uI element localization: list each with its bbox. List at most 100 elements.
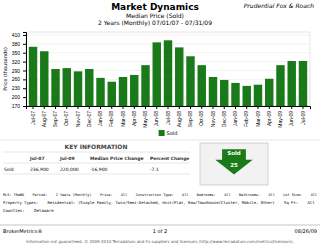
tick-mark bbox=[257, 106, 258, 109]
tick: Jan-08 bbox=[97, 106, 103, 126]
table-header: Median Price Change bbox=[90, 156, 143, 161]
tick-mark bbox=[23, 35, 26, 36]
tick: Jan-09 bbox=[232, 106, 238, 126]
tick-label: 170 bbox=[12, 103, 21, 109]
x-axis: Jul-07 Aug-07 Sep-07 Oct-07 Nov-07 Dec-07 Jan-… bbox=[27, 106, 311, 128]
tick-label: Dec-07 bbox=[86, 111, 92, 127]
tick-mark bbox=[23, 53, 26, 54]
tick: 410 bbox=[12, 32, 26, 38]
tick-mark bbox=[280, 106, 281, 109]
tick-mark bbox=[145, 106, 146, 109]
tick-label: Mar-08 bbox=[120, 111, 126, 127]
tick-mark bbox=[246, 106, 247, 109]
tick-label: Sep-07 bbox=[52, 111, 58, 127]
tick-label: 350 bbox=[12, 50, 21, 56]
footer-right: 08/26/09 bbox=[295, 228, 317, 234]
tick-label: Feb-08 bbox=[108, 111, 114, 127]
y-axis-title: Price (thousands) bbox=[2, 47, 8, 91]
arrow-count: 25 bbox=[230, 162, 238, 168]
header: Market DynamicsMedian Price (Sold)2 Year… bbox=[98, 2, 314, 27]
bar bbox=[186, 56, 194, 106]
tick: Apr-08 bbox=[131, 106, 137, 126]
tick-mark bbox=[224, 106, 225, 109]
bar bbox=[164, 40, 172, 106]
tick-mark bbox=[23, 97, 26, 98]
bar bbox=[276, 65, 284, 106]
tick: 170 bbox=[12, 103, 26, 109]
tick-label: Jan-08 bbox=[97, 111, 103, 127]
footer-center: 1 of 2 bbox=[153, 228, 167, 234]
tick: Jul-07 bbox=[30, 106, 36, 125]
bar bbox=[288, 61, 296, 106]
tick: May-08 bbox=[142, 106, 148, 128]
tick-mark bbox=[55, 106, 56, 109]
copyright: Information not guaranteed. © 2009-2010 … bbox=[26, 239, 294, 244]
tick-label: 260 bbox=[12, 76, 21, 82]
tick: 200 bbox=[12, 94, 26, 100]
tick: Jul-08 bbox=[165, 106, 171, 125]
tick-mark bbox=[66, 106, 67, 109]
legend-label: Sold bbox=[167, 130, 178, 136]
title: Market Dynamics bbox=[111, 2, 199, 12]
table-rule bbox=[3, 152, 190, 153]
table-header: Jul-07 bbox=[29, 156, 45, 161]
tick-label: Aug-07 bbox=[41, 111, 47, 127]
bar bbox=[198, 65, 206, 106]
arrow-frame bbox=[200, 143, 268, 185]
tick-label: May-09 bbox=[277, 111, 283, 128]
bar bbox=[119, 77, 127, 106]
tick: Apr-09 bbox=[266, 106, 272, 126]
tick: Nov-08 bbox=[210, 106, 216, 127]
tick-mark bbox=[23, 88, 26, 89]
tick-mark bbox=[168, 106, 169, 109]
tick: 350 bbox=[12, 50, 26, 56]
tick-mark bbox=[134, 106, 135, 109]
bar bbox=[209, 77, 217, 106]
tick-mark bbox=[201, 106, 202, 109]
footer-line: Property Types: Residential: (Single Fam… bbox=[3, 200, 315, 205]
footer-line: Counties: Delaware bbox=[3, 208, 54, 213]
bar bbox=[265, 79, 273, 106]
tick: Sep-08 bbox=[187, 106, 193, 127]
tick: Aug-07 bbox=[41, 106, 47, 127]
tick: Jun-08 bbox=[153, 106, 159, 126]
bar bbox=[96, 78, 104, 106]
tick-label: 320 bbox=[12, 59, 21, 65]
table-cell: 220,000 bbox=[60, 167, 79, 172]
tick: Nov-07 bbox=[75, 106, 81, 127]
tick-label: 380 bbox=[12, 41, 21, 47]
bar bbox=[130, 75, 138, 106]
tick-label: 200 bbox=[12, 94, 21, 100]
tick: 230 bbox=[12, 85, 26, 91]
tick-label: Mar-09 bbox=[255, 111, 261, 127]
tick-mark bbox=[33, 106, 34, 109]
tick-label: Dec-08 bbox=[221, 111, 227, 127]
axis-line bbox=[23, 33, 27, 107]
table-cell: -16,900 bbox=[90, 167, 108, 172]
legend-swatch bbox=[159, 130, 165, 136]
bar bbox=[85, 69, 93, 106]
tick: Sep-07 bbox=[52, 106, 58, 127]
bar bbox=[51, 69, 59, 106]
table-title: KEY INFORMATION bbox=[65, 143, 128, 150]
tick-mark bbox=[190, 106, 191, 109]
tick: Dec-07 bbox=[86, 106, 92, 127]
tick-label: May-08 bbox=[142, 111, 148, 128]
tick: Aug-08 bbox=[176, 106, 182, 127]
tick-mark bbox=[179, 106, 180, 109]
tick-mark bbox=[44, 106, 45, 109]
table-rule bbox=[3, 163, 190, 164]
table-cell: 236,900 bbox=[30, 167, 49, 172]
grid bbox=[26, 35, 310, 106]
tick-label: Jul-07 bbox=[30, 111, 36, 125]
tick: Dec-08 bbox=[221, 106, 227, 127]
tick: Jul-09 bbox=[300, 106, 306, 125]
bar bbox=[220, 80, 228, 106]
tick: 260 bbox=[12, 76, 26, 82]
corner-note: Prudential Fox & Roach bbox=[244, 2, 314, 9]
bar bbox=[108, 82, 116, 106]
plot-frame bbox=[26, 32, 310, 106]
bar bbox=[231, 83, 239, 106]
tick: Feb-08 bbox=[108, 106, 114, 127]
tick-label: Oct-07 bbox=[63, 111, 69, 126]
